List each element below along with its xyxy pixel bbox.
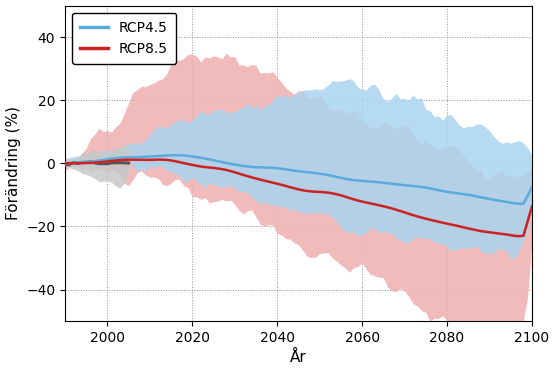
X-axis label: År: År: [290, 351, 307, 365]
Legend: RCP4.5, RCP8.5: RCP4.5, RCP8.5: [72, 13, 176, 64]
Y-axis label: Förändring (%): Förändring (%): [6, 106, 21, 220]
